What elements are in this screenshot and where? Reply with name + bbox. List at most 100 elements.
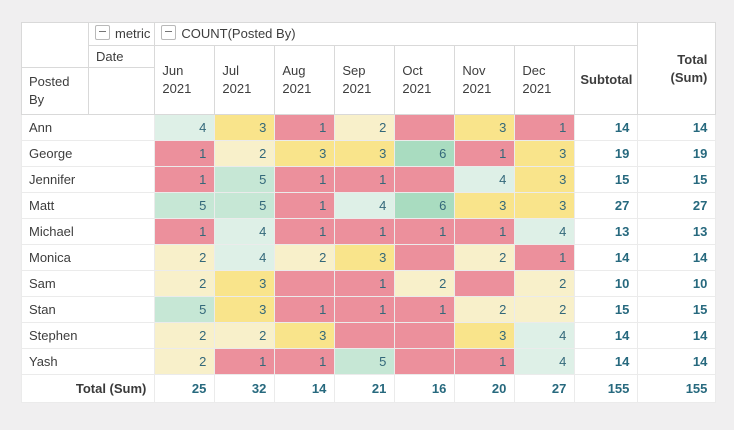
row-label: Stephen: [20, 322, 156, 349]
table-row: Ann 4 3 1 2 3 1 14 14: [20, 114, 717, 141]
value-cell: 3: [274, 140, 336, 167]
row-total-cell: 14: [637, 322, 717, 349]
value-cell: 1: [334, 296, 396, 323]
row-total-cell: 14: [637, 114, 717, 141]
month-column-header: Dec 2021: [514, 45, 576, 115]
value-cell: 1: [274, 192, 336, 219]
value-cell: 5: [334, 348, 396, 375]
month-column-header: Oct 2021: [394, 45, 456, 115]
column-total-cell: 16: [394, 374, 456, 403]
subtotal-column-header: Subtotal: [574, 45, 639, 115]
value-cell: [454, 270, 516, 297]
row-total-cell: 15: [637, 296, 717, 323]
month-column-header: Jun 2021: [154, 45, 216, 115]
value-cell: 3: [214, 296, 276, 323]
value-cell: 2: [334, 114, 396, 141]
value-cell: [394, 114, 456, 141]
value-cell: [334, 322, 396, 349]
row-total-cell: 14: [637, 244, 717, 271]
row-subtotal-cell: 14: [574, 244, 639, 271]
row-total-cell: 27: [637, 192, 717, 219]
value-cell: 4: [334, 192, 396, 219]
row-label: Michael: [20, 218, 156, 245]
month-column-header: Nov 2021: [454, 45, 516, 115]
value-cell: 1: [334, 218, 396, 245]
month-column-header: Sep 2021: [334, 45, 396, 115]
value-cell: 5: [154, 296, 216, 323]
value-cell: 4: [154, 114, 216, 141]
row-label: George: [20, 140, 156, 167]
value-cell: 6: [394, 192, 456, 219]
table-row: Matt 5 5 1 4 6 3 3 27 27: [20, 192, 717, 219]
row-subtotal-cell: 14: [574, 114, 639, 141]
value-cell: 5: [214, 166, 276, 193]
row-subtotal-cell: 19: [574, 140, 639, 167]
value-cell: 1: [514, 114, 576, 141]
grand-total-cell: 155: [637, 374, 717, 403]
value-cell: 1: [154, 166, 216, 193]
pivot-table: metric COUNT(Posted By) Total (Sum) Date…: [20, 22, 717, 403]
row-label: Stan: [20, 296, 156, 323]
month-column-header: Jul 2021: [214, 45, 276, 115]
row-total-cell: 15: [637, 166, 717, 193]
column-total-cell: 25: [154, 374, 216, 403]
value-cell: 4: [514, 218, 576, 245]
column-total-cell: 27: [514, 374, 576, 403]
value-cell: 3: [214, 270, 276, 297]
value-cell: 1: [274, 348, 336, 375]
value-cell: 3: [514, 192, 576, 219]
table-row: Jennifer 1 5 1 1 4 3 15 15: [20, 166, 717, 193]
total-column-header: Total (Sum): [637, 22, 717, 115]
value-cell: 2: [154, 270, 216, 297]
value-cell: 1: [454, 218, 516, 245]
value-cell: 4: [454, 166, 516, 193]
value-cell: 2: [274, 244, 336, 271]
row-label: Ann: [20, 114, 156, 141]
value-cell: 3: [454, 322, 516, 349]
row-label: Monica: [20, 244, 156, 271]
value-cell: 2: [514, 270, 576, 297]
value-cell: 1: [514, 244, 576, 271]
value-cell: 1: [454, 348, 516, 375]
value-cell: 3: [454, 114, 516, 141]
value-cell: 1: [214, 348, 276, 375]
row-subtotal-cell: 15: [574, 166, 639, 193]
row-total-cell: 19: [637, 140, 717, 167]
value-cell: 1: [154, 140, 216, 167]
column-total-cell: 32: [214, 374, 276, 403]
value-cell: 1: [454, 140, 516, 167]
row-total-cell: 10: [637, 270, 717, 297]
grand-subtotal-cell: 155: [574, 374, 639, 403]
table-row: Stephen 2 2 3 3 4 14 14: [20, 322, 717, 349]
value-cell: [394, 348, 456, 375]
value-cell: 2: [214, 322, 276, 349]
value-cell: 3: [334, 140, 396, 167]
value-cell: [394, 244, 456, 271]
row-label: Jennifer: [20, 166, 156, 193]
value-cell: 2: [154, 322, 216, 349]
metric-collapse-icon[interactable]: [95, 25, 110, 41]
row-label: Yash: [20, 348, 156, 375]
value-cell: 2: [154, 244, 216, 271]
date-header: Date: [87, 45, 156, 68]
row-total-cell: 14: [637, 348, 717, 375]
value-cell: 4: [514, 348, 576, 375]
value-cell: 6: [394, 140, 456, 167]
value-cell: [274, 270, 336, 297]
value-cell: 3: [274, 322, 336, 349]
count-collapse-icon[interactable]: [161, 25, 177, 41]
value-cell: 3: [214, 114, 276, 141]
row-subtotal-cell: 10: [574, 270, 639, 297]
value-cell: 1: [334, 270, 396, 297]
value-cell: 4: [514, 322, 576, 349]
value-cell: 1: [274, 218, 336, 245]
table-row: Stan 5 3 1 1 1 2 2 15 15: [20, 296, 717, 323]
value-cell: 1: [274, 166, 336, 193]
table-row: Michael 1 4 1 1 1 1 4 13 13: [20, 218, 717, 245]
value-cell: 1: [154, 218, 216, 245]
table-row: Sam 2 3 1 2 2 10 10: [20, 270, 717, 297]
count-header-cell: COUNT(Posted By): [154, 22, 639, 46]
blank-header-cell: [87, 67, 156, 115]
grand-total-label: Total (Sum): [20, 374, 156, 403]
